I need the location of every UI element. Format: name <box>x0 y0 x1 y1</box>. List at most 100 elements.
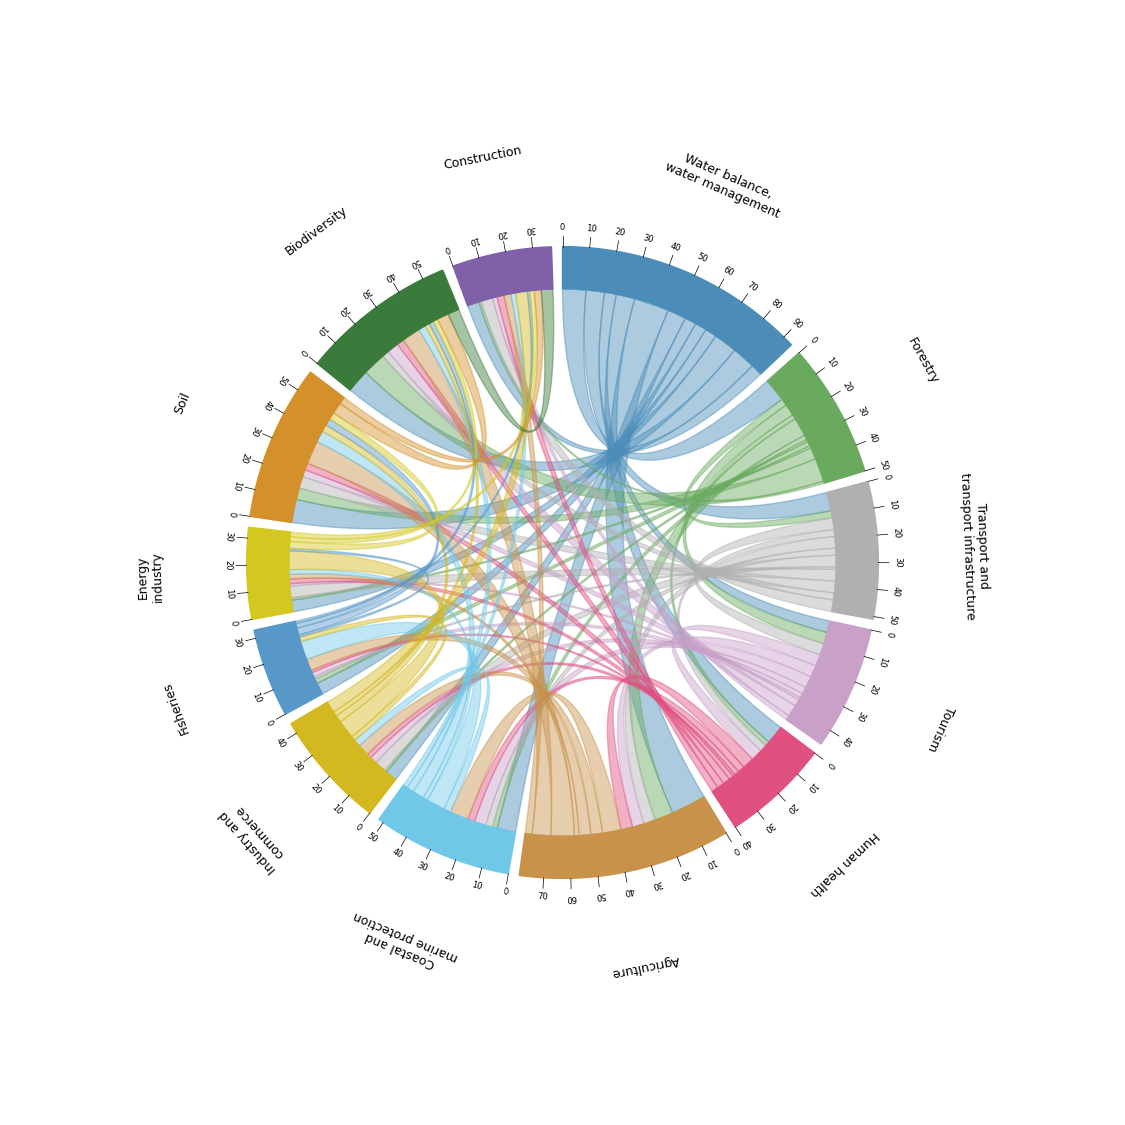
Text: 0: 0 <box>502 888 508 898</box>
Text: 50: 50 <box>695 252 709 264</box>
Text: 10: 10 <box>886 498 898 511</box>
Polygon shape <box>694 518 835 655</box>
Polygon shape <box>629 418 804 820</box>
Polygon shape <box>403 292 526 788</box>
Polygon shape <box>296 322 476 628</box>
Text: Transport and
transport infrastructure: Transport and transport infrastructure <box>958 472 992 620</box>
Polygon shape <box>598 292 830 632</box>
Text: 30: 30 <box>290 759 304 774</box>
Polygon shape <box>254 621 323 714</box>
Text: 70: 70 <box>746 280 759 294</box>
Polygon shape <box>684 399 832 528</box>
Text: 30: 30 <box>358 286 372 299</box>
Polygon shape <box>354 666 489 812</box>
Text: 10: 10 <box>250 691 262 704</box>
Polygon shape <box>307 634 591 836</box>
Polygon shape <box>386 318 696 780</box>
Polygon shape <box>520 796 726 879</box>
Polygon shape <box>333 324 478 717</box>
Polygon shape <box>584 290 831 519</box>
Polygon shape <box>290 568 836 597</box>
Text: 10: 10 <box>231 479 242 492</box>
Text: 40: 40 <box>739 836 753 849</box>
Text: 20: 20 <box>677 868 691 881</box>
Text: 40: 40 <box>669 242 682 253</box>
Text: 20: 20 <box>223 560 232 570</box>
Text: 30: 30 <box>855 405 867 418</box>
Polygon shape <box>350 350 753 470</box>
Text: 10: 10 <box>704 856 717 870</box>
Text: 50: 50 <box>276 372 289 387</box>
Text: 30: 30 <box>249 424 261 438</box>
Polygon shape <box>827 482 879 619</box>
Text: 10: 10 <box>468 234 480 245</box>
Polygon shape <box>385 440 808 772</box>
Polygon shape <box>608 676 753 830</box>
Polygon shape <box>289 319 477 543</box>
Polygon shape <box>305 464 730 784</box>
Polygon shape <box>299 477 836 593</box>
Text: Industry and
commerce: Industry and commerce <box>217 798 290 875</box>
Polygon shape <box>786 621 871 744</box>
Text: 30: 30 <box>893 557 902 568</box>
Text: 30: 30 <box>642 233 655 244</box>
Text: Forestry: Forestry <box>904 335 940 387</box>
Text: 0: 0 <box>353 822 363 834</box>
Polygon shape <box>486 548 836 827</box>
Polygon shape <box>333 314 486 469</box>
Polygon shape <box>297 418 439 634</box>
Text: Fisheries: Fisheries <box>161 680 191 736</box>
Polygon shape <box>450 692 621 834</box>
Polygon shape <box>366 357 824 505</box>
Text: 0: 0 <box>884 631 894 638</box>
Polygon shape <box>497 295 718 792</box>
Text: 60: 60 <box>566 892 577 902</box>
Polygon shape <box>677 530 835 750</box>
Text: 0: 0 <box>228 620 238 627</box>
Text: 20: 20 <box>240 664 252 677</box>
Polygon shape <box>317 270 459 390</box>
Text: 30: 30 <box>854 709 866 722</box>
Text: 0: 0 <box>808 335 818 345</box>
Text: 0: 0 <box>825 759 835 770</box>
Polygon shape <box>376 556 836 771</box>
Polygon shape <box>289 578 734 780</box>
Polygon shape <box>291 335 735 529</box>
Text: 10: 10 <box>224 588 234 600</box>
Text: 80: 80 <box>768 297 783 312</box>
Polygon shape <box>307 442 575 836</box>
Polygon shape <box>468 302 760 453</box>
Polygon shape <box>291 446 811 601</box>
Text: 10: 10 <box>804 780 818 793</box>
Polygon shape <box>626 537 836 824</box>
Polygon shape <box>475 642 811 826</box>
Text: 20: 20 <box>443 872 456 883</box>
Text: Water balance,
water management: Water balance, water management <box>663 146 788 220</box>
Text: 60: 60 <box>721 266 735 278</box>
Text: 50: 50 <box>878 459 889 471</box>
Polygon shape <box>605 294 781 742</box>
Text: 20: 20 <box>496 227 508 238</box>
Text: Construction: Construction <box>442 144 523 172</box>
Polygon shape <box>767 353 865 483</box>
Polygon shape <box>618 637 816 827</box>
Text: 90: 90 <box>790 316 804 331</box>
Polygon shape <box>289 551 443 737</box>
Text: Soil: Soil <box>171 390 192 416</box>
Polygon shape <box>299 615 447 740</box>
Polygon shape <box>397 340 723 788</box>
Polygon shape <box>493 297 790 720</box>
Text: 20: 20 <box>840 380 854 394</box>
Polygon shape <box>388 344 795 716</box>
Polygon shape <box>672 626 820 759</box>
Text: 0: 0 <box>263 719 274 728</box>
Text: 50: 50 <box>366 831 379 845</box>
Polygon shape <box>312 622 803 698</box>
Polygon shape <box>453 246 554 306</box>
Polygon shape <box>289 548 429 637</box>
Polygon shape <box>562 289 782 460</box>
Text: 50: 50 <box>407 255 421 269</box>
Text: 70: 70 <box>537 892 548 901</box>
Polygon shape <box>371 639 806 763</box>
Text: 0: 0 <box>560 223 565 232</box>
